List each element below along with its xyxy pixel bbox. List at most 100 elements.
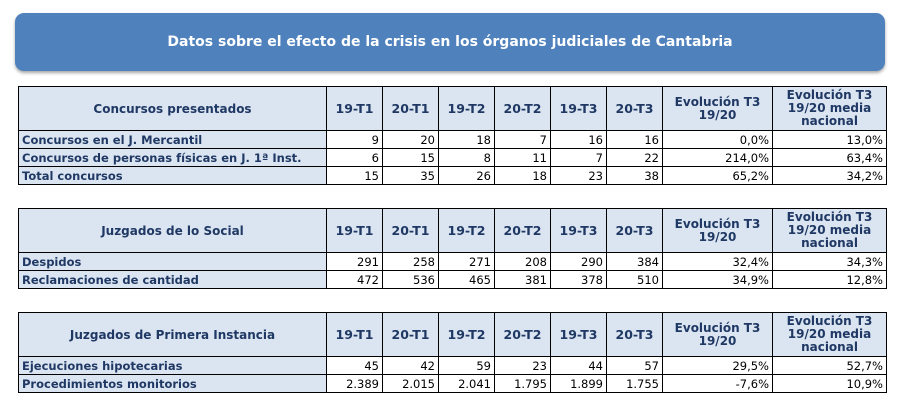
table-row: Ejecuciones hipotecarias 45 42 59 23 44 57 29,5…: [18, 356, 887, 375]
table-cell: 16: [550, 130, 607, 149]
column-header: Evolución T3 19/20: [662, 208, 773, 253]
table-cell: 7: [494, 130, 551, 149]
column-header: 19-T2: [438, 208, 495, 253]
table-cell: 35: [382, 166, 439, 185]
table-cell: 52,7%: [772, 356, 887, 375]
table-cell: 18: [494, 166, 551, 185]
table-cell: 32,4%: [662, 252, 773, 271]
column-header: 20-T3: [606, 86, 663, 131]
table-cell: 18: [438, 130, 495, 149]
column-header: 20-T1: [382, 312, 439, 357]
table-row: Concursos en el J. Mercantil 9 20 18 7 16 16 0,…: [18, 130, 887, 149]
table-cell: 1.795: [494, 374, 551, 393]
table-cell: 258: [382, 252, 439, 271]
table-cell: 465: [438, 270, 495, 289]
table-cell: 9: [326, 130, 383, 149]
table-cell: 6: [326, 148, 383, 167]
column-header: 19-T3: [550, 86, 607, 131]
section-title: Juzgados de lo Social: [18, 208, 327, 253]
column-header: 19-T1: [326, 208, 383, 253]
title-banner: Datos sobre el efecto de la crisis en lo…: [15, 13, 885, 71]
table-cell: 1.755: [606, 374, 663, 393]
row-label: Concursos en el J. Mercantil: [18, 130, 327, 149]
column-header: 20-T2: [494, 86, 551, 131]
column-header: 19-T3: [550, 208, 607, 253]
table-cell: 384: [606, 252, 663, 271]
section-title: Concursos presentados: [18, 86, 327, 131]
table-cell: 2.041: [438, 374, 495, 393]
column-header: Evolución T3 19/20: [662, 312, 773, 357]
table-cell: 20: [382, 130, 439, 149]
column-header: 20-T1: [382, 208, 439, 253]
table-cell: 11: [494, 148, 551, 167]
row-label: Despidos: [18, 252, 327, 271]
table-cell: 2.389: [326, 374, 383, 393]
column-header: Evolución T3 19/20: [662, 86, 773, 131]
column-header: 19-T3: [550, 312, 607, 357]
table-cell: 208: [494, 252, 551, 271]
table-cell: 13,0%: [772, 130, 887, 149]
section-table: Concursos presentados 19-T1 20-T1 19-T2 20-T…: [18, 86, 887, 185]
table-cell: 29,5%: [662, 356, 773, 375]
table-cell: 57: [606, 356, 663, 375]
table-row: Concursos de personas físicas en J. 1ª I…: [18, 148, 887, 167]
header-row: Concursos presentados 19-T1 20-T1 19-T2 20-T…: [18, 86, 887, 131]
column-header: 20-T2: [494, 208, 551, 253]
row-label: Concursos de personas físicas en J. 1ª I…: [18, 148, 327, 167]
table-cell: 65,2%: [662, 166, 773, 185]
table-cell: 271: [438, 252, 495, 271]
table-cell: 290: [550, 252, 607, 271]
table-cell: 214,0%: [662, 148, 773, 167]
column-header: 19-T1: [326, 312, 383, 357]
table-row: Despidos 291 258 271 208 290 384 32,4% 34,3%: [18, 252, 887, 271]
row-label: Reclamaciones de cantidad: [18, 270, 327, 289]
column-header: 20-T3: [606, 312, 663, 357]
column-header: Evolución T3 19/20 media nacional: [772, 208, 887, 253]
column-header: 20-T1: [382, 86, 439, 131]
row-label: Total concursos: [18, 166, 327, 185]
table-cell: 34,2%: [772, 166, 887, 185]
table-cell: 16: [606, 130, 663, 149]
table-cell: 34,9%: [662, 270, 773, 289]
table-cell: 23: [494, 356, 551, 375]
section-table: Juzgados de Primera Instancia 19-T1 20-T1 1…: [18, 312, 887, 393]
table-cell: 291: [326, 252, 383, 271]
table-cell: 12,8%: [772, 270, 887, 289]
table-cell: 59: [438, 356, 495, 375]
column-header: 19-T2: [438, 86, 495, 131]
row-label: Procedimientos monitorios: [18, 374, 327, 393]
table-cell: 381: [494, 270, 551, 289]
table-cell: 7: [550, 148, 607, 167]
table-cell: 38: [606, 166, 663, 185]
header-row: Juzgados de lo Social 19-T1 20-T1 19-T2 20-T…: [18, 208, 887, 253]
table-cell: 1.899: [550, 374, 607, 393]
table-cell: 22: [606, 148, 663, 167]
column-header: 20-T3: [606, 208, 663, 253]
table-cell: 0,0%: [662, 130, 773, 149]
row-label: Ejecuciones hipotecarias: [18, 356, 327, 375]
table-cell: 23: [550, 166, 607, 185]
column-header: 19-T1: [326, 86, 383, 131]
table-cell: 8: [438, 148, 495, 167]
table-cell: 2.015: [382, 374, 439, 393]
section-title: Juzgados de Primera Instancia: [18, 312, 327, 357]
column-header: Evolución T3 19/20 media nacional: [772, 312, 887, 357]
table-cell: 44: [550, 356, 607, 375]
table-row: Reclamaciones de cantidad 472 536 465 381 378…: [18, 270, 887, 289]
table-cell: 42: [382, 356, 439, 375]
table-cell: 45: [326, 356, 383, 375]
table-row: Total concursos 15 35 26 18 23 38 65,2% 34,2%: [18, 166, 887, 185]
page-title: Datos sobre el efecto de la crisis en lo…: [167, 34, 733, 50]
table-cell: -7,6%: [662, 374, 773, 393]
table-cell: 10,9%: [772, 374, 887, 393]
section-table: Juzgados de lo Social 19-T1 20-T1 19-T2 20-T…: [18, 208, 887, 289]
table-cell: 26: [438, 166, 495, 185]
table-cell: 15: [382, 148, 439, 167]
column-header: 19-T2: [438, 312, 495, 357]
table-row: Procedimientos monitorios 2.389 2.015 2.041…: [18, 374, 887, 393]
table-cell: 15: [326, 166, 383, 185]
table-cell: 378: [550, 270, 607, 289]
table-cell: 63,4%: [772, 148, 887, 167]
table-cell: 472: [326, 270, 383, 289]
table-cell: 536: [382, 270, 439, 289]
